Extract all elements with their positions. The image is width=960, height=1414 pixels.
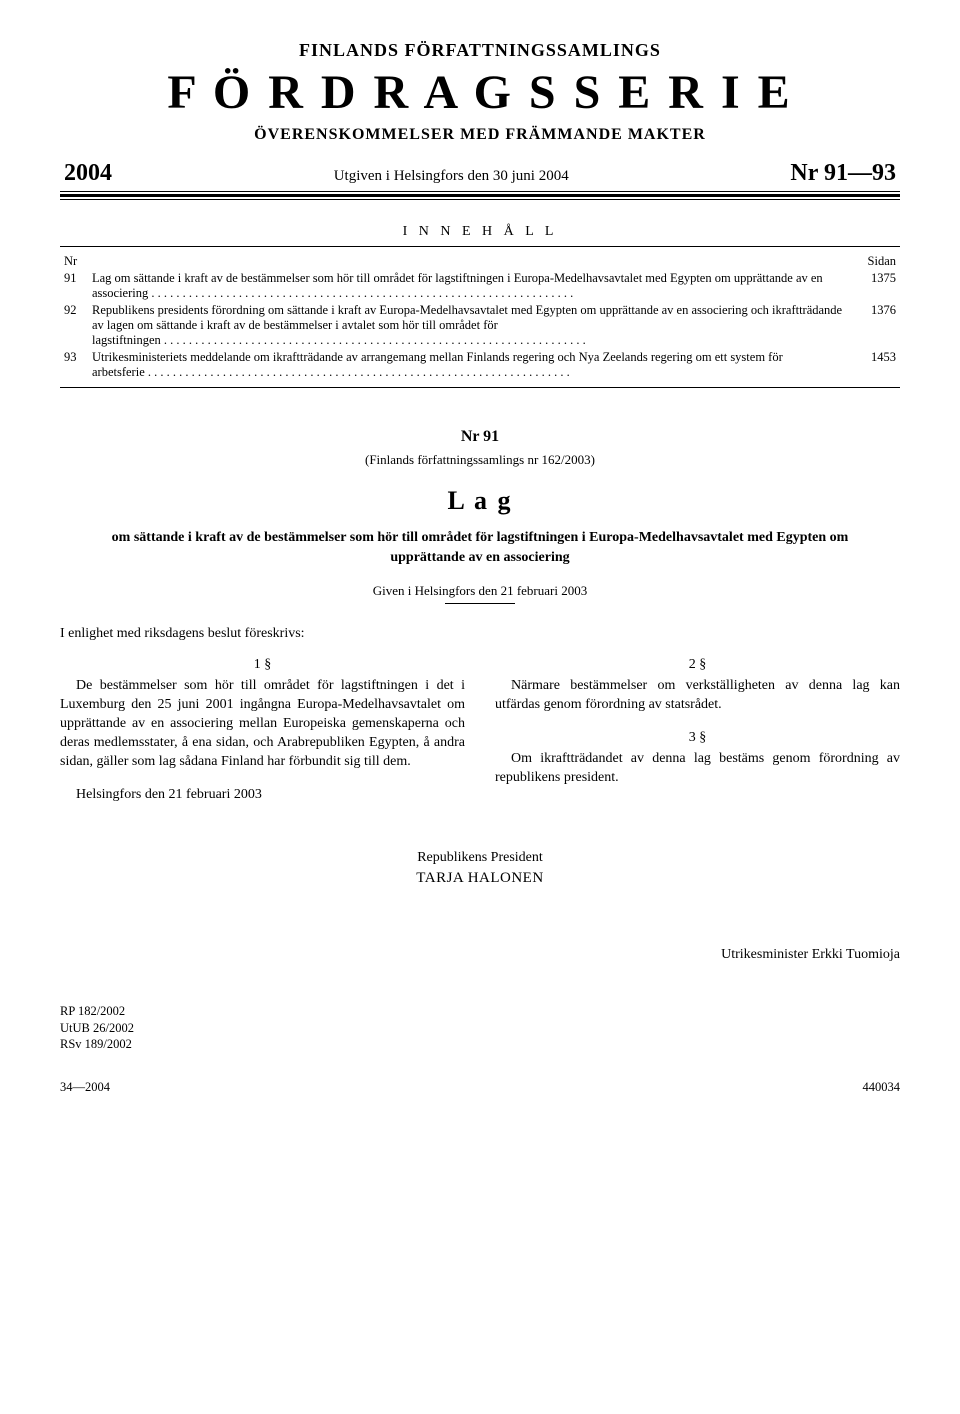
references: RP 182/2002 UtUB 26/2002 RSv 189/2002 [60,1003,900,1052]
header-small: FINLANDS FÖRFATTNINGSSAMLINGS [60,40,900,61]
act-ref: (Finlands författningssamlings nr 162/20… [60,452,900,468]
publication-line: 2004 Utgiven i Helsingfors den 30 juni 2… [60,160,900,192]
toc-row: 93 Utrikesministeriets meddelande om ikr… [60,349,900,381]
toc-item-text: Utrikesministeriets meddelande om ikraft… [88,349,856,381]
toc-page-label: Sidan [856,253,900,270]
short-rule [445,603,515,604]
section-num: 3 § [495,729,900,748]
minister-line: Utrikesminister Erkki Tuomioja [60,947,900,963]
act-col-left: 1 § De bestämmelser som hör till området… [60,656,465,818]
footer-right: 440034 [863,1080,901,1095]
act-block: Nr 91 (Finlands författningssamlings nr … [60,428,900,963]
act-given: Given i Helsingfors den 21 februari 2003 [60,583,900,599]
toc-section: Nr Sidan 91 Lag om sättande i kraft av d… [60,246,900,388]
toc-row: 92 Republikens presidents förordning om … [60,302,900,349]
toc-item-nr: 93 [60,349,88,381]
toc-item-page: 1376 [856,302,900,349]
pub-year: 2004 [64,160,112,187]
section-text: Närmare bestämmelser om verkställigheten… [495,677,900,715]
ref-line: RSv 189/2002 [60,1036,900,1052]
act-nr: Nr 91 [60,428,900,446]
toc-header-row: Nr Sidan [60,253,900,270]
ref-line: UtUB 26/2002 [60,1020,900,1036]
place-date: Helsingfors den 21 februari 2003 [60,786,465,805]
signature-block: Republikens President TARJA HALONEN [60,850,900,887]
act-title: L a g [60,486,900,516]
toc-item-page: 1375 [856,270,900,302]
toc-row: 91 Lag om sättande i kraft av de bestämm… [60,270,900,302]
toc-item-text: Republikens presidents förordning om sät… [88,302,856,349]
toc-item-nr: 91 [60,270,88,302]
section-num: 1 § [60,656,465,675]
toc-item-page: 1453 [856,349,900,381]
president-name: TARJA HALONEN [60,870,900,887]
president-label: Republikens President [60,850,900,866]
act-columns: 1 § De bestämmelser som hör till området… [60,656,900,818]
toc-nr-label: Nr [60,253,88,270]
section-text: De bestämmelser som hör till området för… [60,677,465,771]
act-description: om sättande i kraft av de bestämmelser s… [60,528,900,567]
ref-line: RP 182/2002 [60,1003,900,1019]
page-header: FINLANDS FÖRFATTNINGSSAMLINGS F Ö R D R … [60,40,900,200]
page-footer: 34—2004 440034 [60,1080,900,1095]
act-col-right: 2 § Närmare bestämmelser om verkställigh… [495,656,900,818]
toc-heading: I N N E H Å L L [60,224,900,240]
pub-center: Utgiven i Helsingfors den 30 juni 2004 [334,168,569,185]
toc-item-text: Lag om sättande i kraft av de bestämmels… [88,270,856,302]
header-sub: ÖVERENSKOMMELSER MED FRÄMMANDE MAKTER [60,126,900,144]
pub-issue: Nr 91—93 [790,160,896,187]
section-num: 2 § [495,656,900,675]
act-intro: I enlighet med riksdagens beslut föreskr… [60,626,900,642]
toc-item-nr: 92 [60,302,88,349]
footer-left: 34—2004 [60,1080,110,1095]
double-rule [60,194,900,200]
toc-table: Nr Sidan 91 Lag om sättande i kraft av d… [60,253,900,381]
toc-spacer [88,253,856,270]
header-large: F Ö R D R A G S S E R I E [60,65,900,120]
section-text: Om ikraftträdandet av denna lag bestäms … [495,750,900,788]
